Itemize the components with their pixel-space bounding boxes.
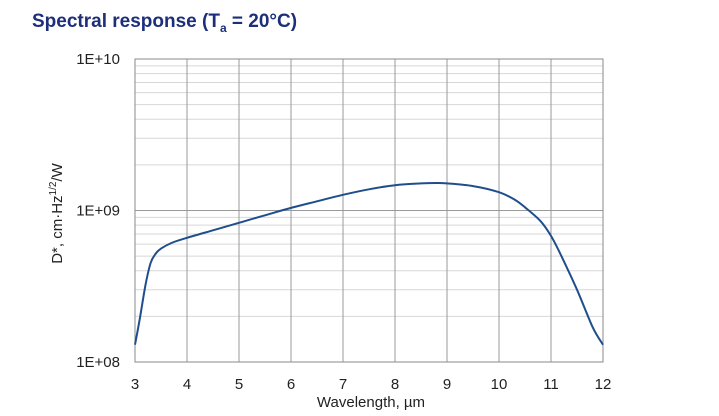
x-tick-label: 11 [543, 376, 559, 393]
y-tick-label: 1E+08 [76, 354, 120, 371]
x-tick-label: 3 [131, 376, 139, 393]
tick-labels: 3 4 5 6 7 8 9 10 11 12 1E+08 1E+09 1E+10 [76, 51, 611, 393]
x-tick-label: 10 [491, 376, 508, 393]
x-tick-label: 9 [443, 376, 451, 393]
x-tick-label: 4 [183, 376, 191, 393]
y-label-unit: /W [49, 162, 66, 181]
x-tick-label: 7 [339, 376, 347, 393]
series-line [134, 181, 604, 346]
y-label-superscript: 1/2 [48, 181, 59, 195]
x-tick-label: 5 [235, 376, 243, 393]
x-tick-label: 12 [595, 376, 612, 393]
x-tick-label: 6 [287, 376, 295, 393]
x-tick-label: 8 [391, 376, 399, 393]
grid [134, 58, 604, 363]
y-label-main: D*, cm·Hz [49, 195, 66, 263]
plot-frame [134, 58, 604, 363]
x-axis-label: Wavelength, µm [317, 394, 425, 411]
chart-title: Spectral response (Ta = 20°C) [32, 11, 298, 35]
y-tick-label: 1E+09 [76, 203, 120, 220]
y-tick-label: 1E+10 [76, 51, 120, 68]
y-axis-label: D*, cm·Hz1/2/W [48, 162, 66, 263]
